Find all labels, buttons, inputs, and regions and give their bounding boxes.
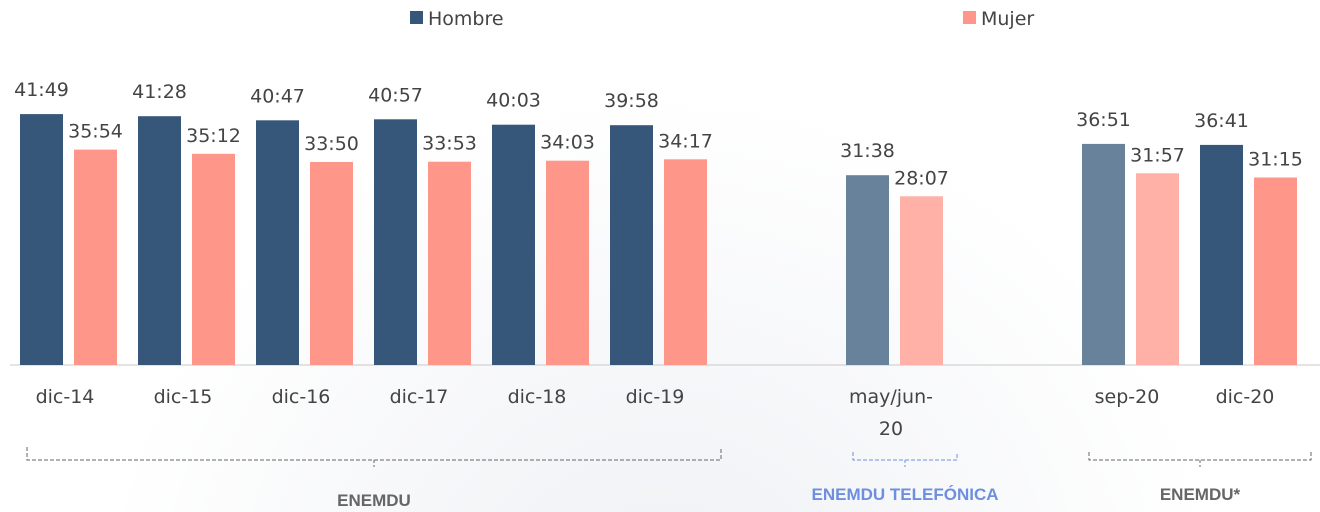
bar — [374, 119, 417, 365]
value-label: 40:03 — [486, 90, 541, 112]
group-label: ENEMDU* — [1160, 485, 1241, 504]
value-label: 31:15 — [1248, 149, 1303, 171]
value-label: 34:17 — [658, 130, 713, 152]
x-tick-label: dic-20 — [1215, 386, 1275, 408]
bar — [192, 153, 235, 365]
legend-label: Hombre — [428, 8, 504, 30]
bar — [138, 116, 181, 365]
bar — [310, 162, 353, 365]
value-label: 36:51 — [1076, 109, 1131, 131]
bracket — [1088, 452, 1312, 461]
x-tick-label: dic-14 — [35, 386, 95, 408]
x-tick-label: dic-16 — [271, 386, 331, 408]
value-label: 41:28 — [132, 81, 187, 103]
bracket — [852, 452, 958, 461]
bar — [256, 120, 299, 365]
value-label: 35:12 — [186, 125, 241, 147]
value-label: 31:38 — [840, 140, 895, 162]
legend-label: Mujer — [981, 8, 1034, 30]
value-label: 41:49 — [14, 79, 69, 101]
value-label: 33:53 — [422, 133, 477, 155]
bar — [900, 196, 943, 365]
bar — [74, 149, 117, 365]
bar — [546, 160, 589, 365]
x-tick-label: dic-18 — [507, 386, 567, 408]
value-label: 40:57 — [368, 84, 423, 106]
bar — [428, 161, 471, 365]
value-label: 40:47 — [250, 85, 305, 107]
x-tick-label: dic-19 — [625, 386, 685, 408]
value-label: 36:41 — [1194, 110, 1249, 132]
legend-swatch — [410, 11, 423, 24]
value-label: 35:54 — [68, 121, 123, 143]
bar — [1254, 177, 1297, 365]
x-tick-label: dic-17 — [389, 386, 449, 408]
value-label: 28:07 — [894, 167, 949, 189]
group-label: ENEMDU — [337, 491, 411, 510]
bar — [1136, 173, 1179, 365]
x-tick-label: sep-20 — [1094, 386, 1160, 408]
bar — [1082, 143, 1125, 365]
bar — [20, 114, 63, 366]
bar — [492, 124, 535, 365]
bar — [610, 125, 653, 365]
bracket — [26, 447, 722, 461]
bar — [1200, 144, 1243, 365]
group-label: ENEMDU TELEFÓNICA — [812, 485, 999, 504]
x-tick-label: dic-15 — [153, 386, 213, 408]
value-label: 33:50 — [304, 133, 359, 155]
value-label: 34:03 — [540, 132, 595, 154]
value-label: 31:57 — [1130, 144, 1185, 166]
legend-swatch — [963, 11, 976, 24]
value-label: 39:58 — [604, 90, 659, 112]
x-tick-label: may/jun-20 — [848, 386, 933, 440]
bar — [846, 175, 889, 365]
bar — [664, 159, 707, 365]
